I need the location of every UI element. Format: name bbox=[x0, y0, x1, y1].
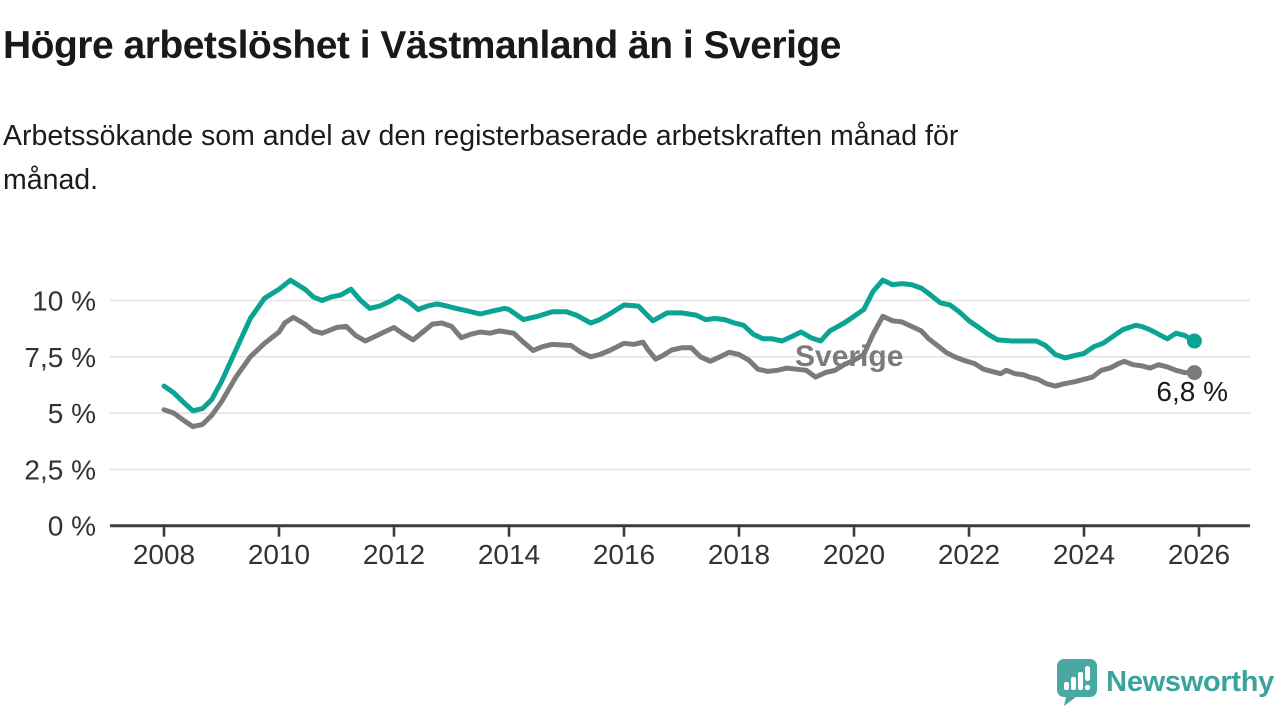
end-dot-sverige bbox=[1186, 365, 1202, 381]
x-tick-label-2024: 2024 bbox=[1053, 539, 1115, 570]
y-tick-label-0: 0 % bbox=[48, 511, 96, 542]
x-tick-label-2008: 2008 bbox=[133, 539, 195, 570]
x-tick-label-2020: 2020 bbox=[823, 539, 885, 570]
x-tick-label-2016: 2016 bbox=[593, 539, 655, 570]
x-tick-label-2018: 2018 bbox=[708, 539, 770, 570]
series-line-v-stmanland bbox=[161, 277, 1197, 414]
y-tick-label-5: 5 % bbox=[48, 398, 96, 429]
end-dot-v-stmanland bbox=[1186, 333, 1202, 349]
x-tick-label-2010: 2010 bbox=[248, 539, 310, 570]
newsworthy-logo-text: Newsworthy bbox=[1106, 665, 1274, 698]
newsworthy-branding: Newsworthy bbox=[1055, 658, 1274, 706]
chart-subtitle-line1: Arbetssökande som andel av den registerb… bbox=[3, 120, 959, 152]
x-tick-label-2012: 2012 bbox=[363, 539, 425, 570]
chart-subtitle-line2: månad. bbox=[3, 164, 99, 197]
series-line-sverige bbox=[161, 313, 1197, 430]
x-tick-label-2022: 2022 bbox=[938, 539, 1000, 570]
y-tick-label-10: 10 % bbox=[32, 286, 96, 317]
x-tick-label-2026: 2026 bbox=[1168, 539, 1230, 570]
y-tick-label-7.5: 7,5 % bbox=[24, 342, 96, 373]
y-tick-label-2.5: 2,5 % bbox=[24, 454, 96, 485]
x-tick-label-2014: 2014 bbox=[478, 539, 540, 570]
end-label-sverige: 6,8 % bbox=[1156, 376, 1228, 407]
page-title: Högre arbetslöshet i Västmanland än i Sv… bbox=[3, 24, 841, 67]
chart-subtitle: Arbetssökande som andel av den registerb… bbox=[3, 114, 1183, 202]
series-label-sverige: Sverige bbox=[795, 340, 903, 373]
newsworthy-logo-icon bbox=[1057, 659, 1098, 706]
